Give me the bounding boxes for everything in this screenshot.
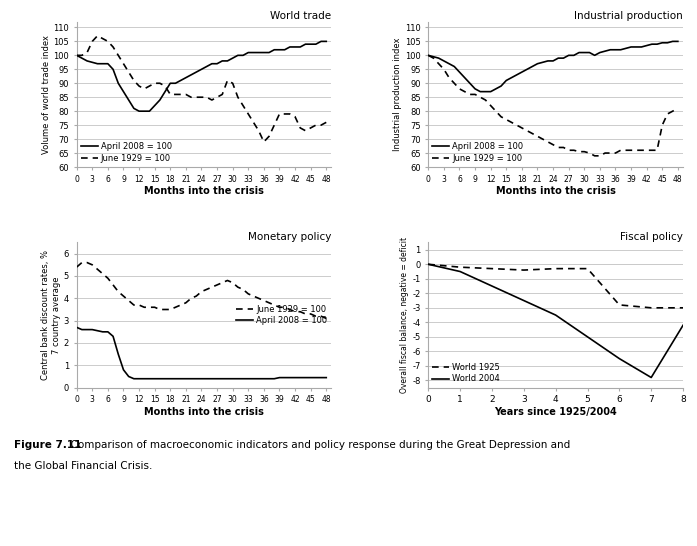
Text: World trade: World trade: [270, 11, 332, 21]
Text: Industrial production: Industrial production: [574, 11, 683, 21]
Y-axis label: Overall fiscal balance, negative = deficit: Overall fiscal balance, negative = defic…: [401, 237, 409, 393]
Y-axis label: Industrial production index: Industrial production index: [393, 38, 402, 151]
Text: the Global Financial Crisis.: the Global Financial Crisis.: [14, 461, 153, 471]
Text: Figure 7.11: Figure 7.11: [14, 440, 82, 449]
Text: Monetary policy: Monetary policy: [248, 232, 332, 242]
Text: Comparison of macroeconomic indicators and policy response during the Great Depr: Comparison of macroeconomic indicators a…: [64, 440, 570, 449]
Legend: April 2008 = 100, June 1929 = 100: April 2008 = 100, June 1929 = 100: [432, 143, 523, 163]
Legend: World 1925, World 2004: World 1925, World 2004: [432, 363, 500, 383]
Y-axis label: Central bank discount rates, %
7 country average: Central bank discount rates, % 7 country…: [42, 250, 61, 380]
Y-axis label: Volume of world trade index: Volume of world trade index: [42, 35, 50, 154]
X-axis label: Months into the crisis: Months into the crisis: [144, 186, 264, 197]
Legend: April 2008 = 100, June 1929 = 100: April 2008 = 100, June 1929 = 100: [81, 143, 172, 163]
Legend: June 1929 = 100, April 2008 = 100: June 1929 = 100, April 2008 = 100: [236, 305, 328, 325]
X-axis label: Months into the crisis: Months into the crisis: [144, 407, 264, 417]
X-axis label: Years since 1925/2004: Years since 1925/2004: [494, 407, 617, 417]
X-axis label: Months into the crisis: Months into the crisis: [496, 186, 615, 197]
Text: Fiscal policy: Fiscal policy: [620, 232, 683, 242]
